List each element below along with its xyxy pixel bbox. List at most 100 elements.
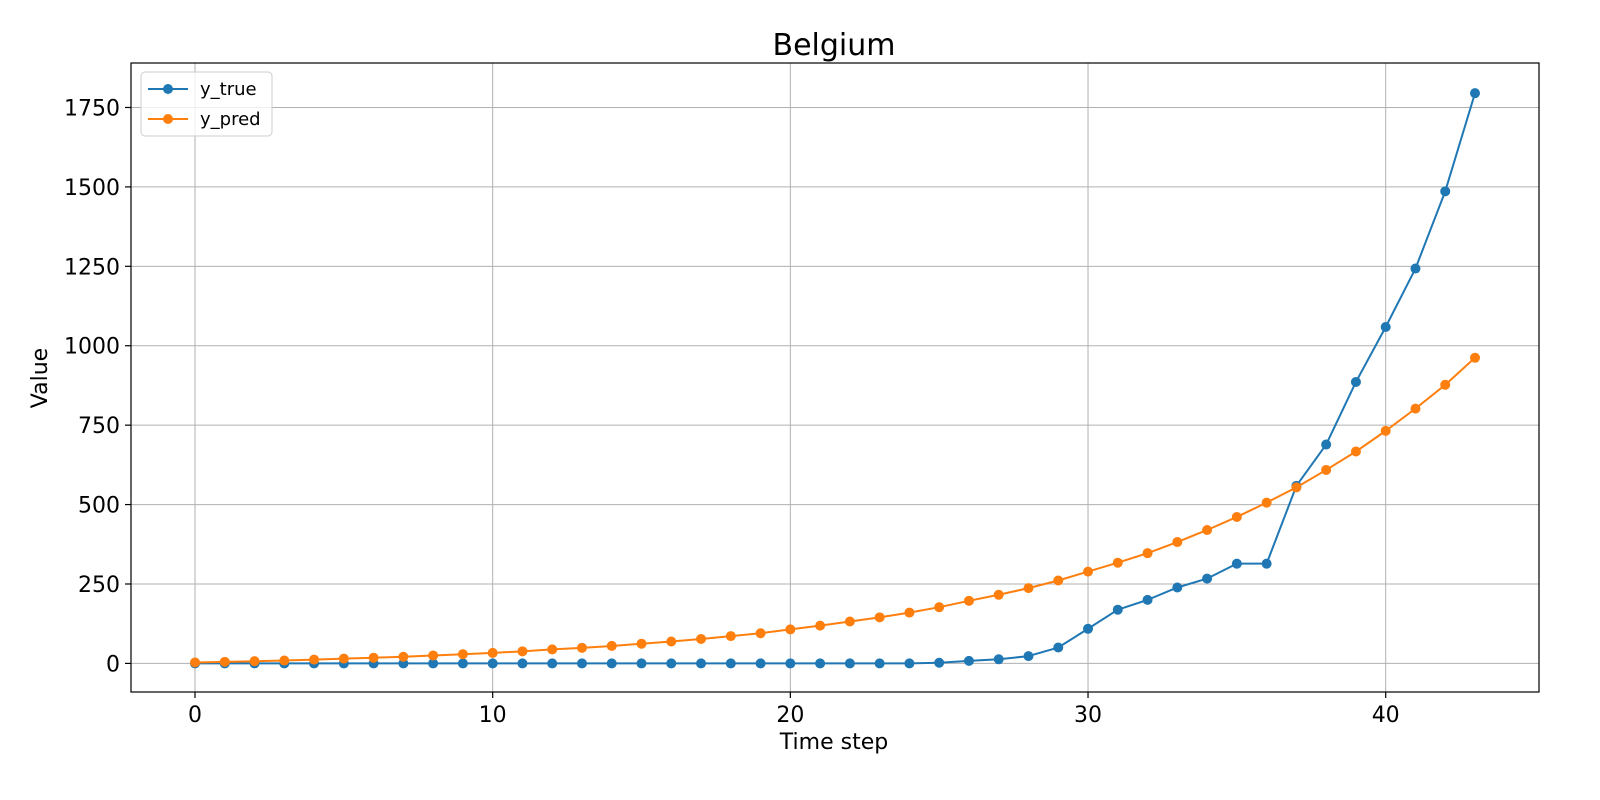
data-point-y_true [993,654,1004,665]
data-point-y_pred [487,647,498,658]
data-point-y_pred [279,655,290,666]
data-point-y_true [428,658,439,669]
series-y_true [190,88,1480,669]
data-point-y_pred [934,602,945,613]
data-point-y_true [1470,88,1480,99]
data-point-y_pred [993,589,1004,600]
data-point-y_true [517,658,528,669]
data-point-y_pred [755,628,766,639]
data-point-y_true [457,658,468,669]
grid-lines [131,63,1539,692]
data-point-y_pred [428,650,439,661]
data-point-y_true [606,658,617,669]
data-point-y_pred [1083,566,1094,577]
data-point-y_pred [1142,548,1153,559]
data-point-y_true [576,658,587,669]
x-tick-label: 40 [1372,703,1400,728]
data-point-y_pred [1291,482,1302,493]
axis-ticks: 0 10 20 30 40 0 250 500 750 1000 1250 1500 1750 [64,96,1400,728]
data-point-y_pred [815,620,826,631]
legend-swatch-marker [163,114,173,124]
data-point-y_true [1142,594,1153,605]
data-point-y_pred [457,649,468,660]
data-point-y_pred [1440,379,1451,390]
y-tick-label: 750 [78,414,120,439]
data-point-y_pred [1350,446,1361,457]
data-point-y_pred [517,646,528,657]
legend-item-y_pred: y_pred [148,109,261,130]
data-point-y_true [636,658,647,669]
data-point-y_true [1202,573,1213,584]
data-point-y_true [1321,439,1332,450]
series-group [190,88,1480,669]
legend-swatch-marker [163,84,173,94]
data-point-y_pred [1380,425,1391,436]
data-point-y_pred [725,631,736,642]
data-point-y_pred [963,595,974,606]
data-point-y_pred [219,656,230,667]
x-tick-label: 30 [1074,703,1102,728]
x-tick-label: 20 [776,703,804,728]
data-point-y_true [1231,558,1242,569]
series-y_pred [190,352,1480,668]
data-point-y_true [725,658,736,669]
data-point-y_pred [666,636,677,647]
series-line-y_true [195,92,1476,665]
data-point-y_pred [309,654,320,665]
data-point-y_true [666,658,677,669]
x-tick-label: 10 [479,703,507,728]
data-point-y_true [815,658,826,669]
x-axis-label: Time step [779,730,888,755]
data-point-y_true [874,658,885,669]
legend: y_true y_pred [140,71,273,137]
data-point-y_pred [606,640,617,651]
y-axis-label: Value [28,348,53,408]
y-tick-label: 1500 [64,176,120,201]
data-point-y_true [1083,623,1094,634]
data-point-y_true [1023,651,1034,662]
data-point-y_pred [874,612,885,623]
data-point-y_pred [190,657,200,668]
data-point-y_pred [338,653,349,664]
data-point-y_pred [1112,557,1123,568]
data-point-y_true [785,658,796,669]
data-point-y_pred [904,607,915,618]
plot-area-frame [130,62,1540,693]
legend-label: y_true [200,79,257,100]
y-tick-label: 250 [78,573,120,598]
data-point-y_true [755,658,766,669]
data-point-y_pred [1410,403,1421,414]
data-point-y_pred [1231,511,1242,522]
data-point-y_true [487,658,498,669]
data-point-y_pred [547,644,558,655]
legend-item-y_true: y_true [148,79,257,100]
chart-title: Belgium [773,28,896,63]
data-point-y_true [1172,582,1183,593]
data-point-y_true [1350,376,1361,387]
data-point-y_pred [1023,583,1034,594]
data-point-y_true [963,655,974,666]
data-point-y_pred [1053,575,1064,586]
data-point-y_pred [1261,497,1272,508]
data-point-y_pred [696,633,707,644]
y-tick-label: 1000 [64,335,120,360]
data-point-y_pred [1470,352,1480,363]
data-point-y_pred [1321,464,1332,475]
data-point-y_true [547,658,558,669]
x-tick-label: 0 [188,703,202,728]
data-point-y_pred [576,642,587,653]
y-tick-label: 0 [106,652,120,677]
data-point-y_pred [1202,524,1213,535]
data-point-y_true [696,658,707,669]
data-point-y_pred [398,651,409,662]
data-point-y_pred [368,652,379,663]
data-point-y_true [1440,186,1451,197]
data-point-y_true [1261,558,1272,569]
data-point-y_true [1410,263,1421,274]
data-point-y_pred [785,624,796,635]
data-point-y_true [1380,321,1391,332]
series-line-y_pred [194,357,1476,664]
data-point-y_pred [636,638,647,649]
